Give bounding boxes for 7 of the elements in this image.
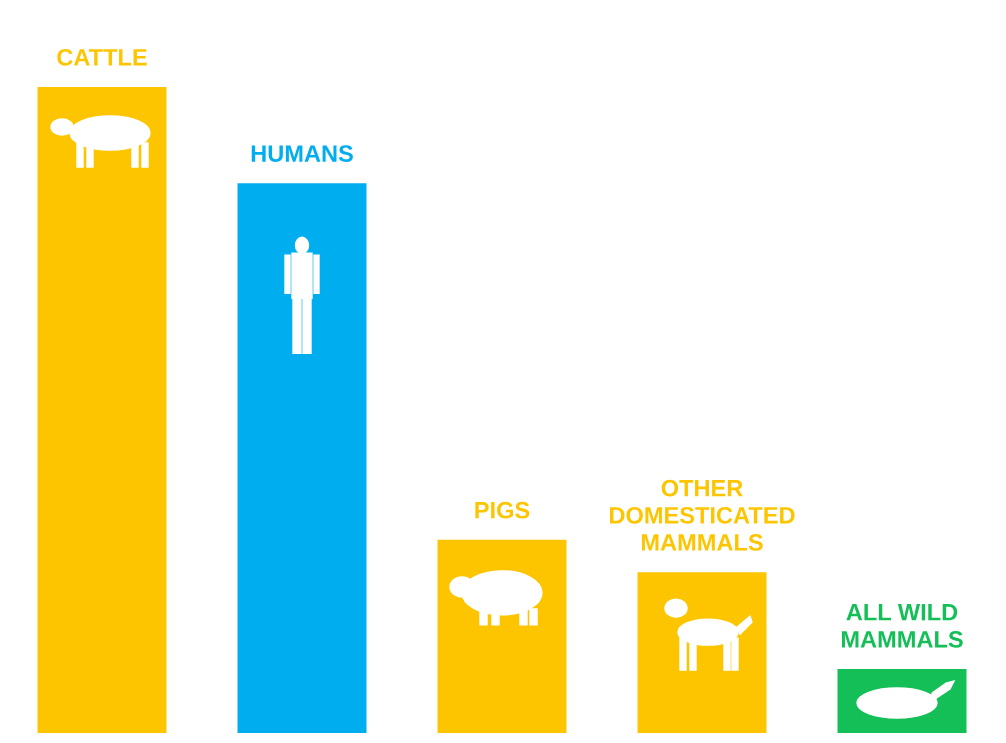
bar — [37, 87, 167, 733]
x-tick-label: HUMANS — [251, 145, 353, 162]
x-tick-label: CATTLE — [57, 48, 147, 66]
x-tick-label: PIGS — [475, 501, 530, 519]
bar — [237, 183, 367, 733]
x-tick-label: ALL WILD MAMMALS — [841, 604, 963, 648]
x-tick-label: OTHER DOMESTICATED MAMMALS — [610, 479, 795, 551]
